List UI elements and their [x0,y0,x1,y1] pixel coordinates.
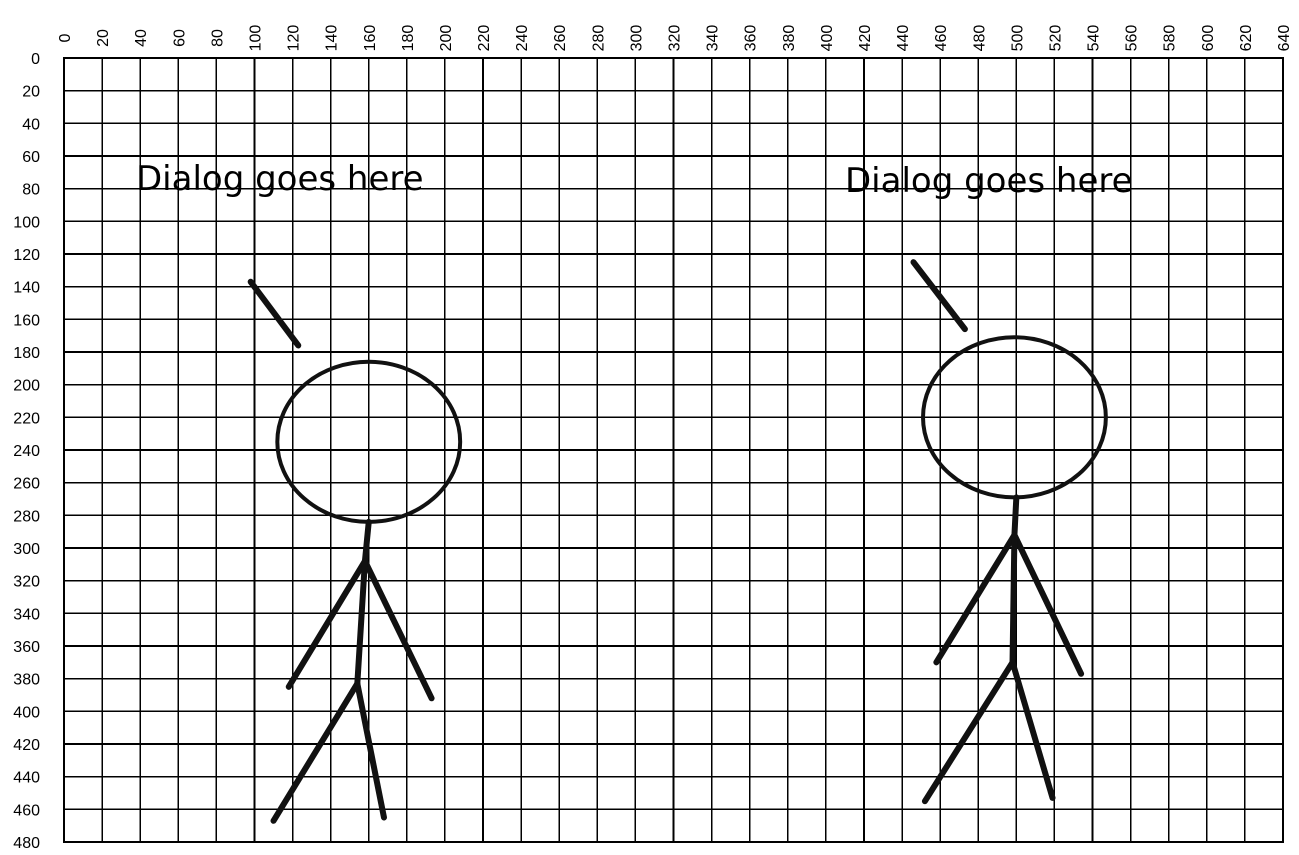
x-tick-label: 360 [743,25,760,52]
x-tick-label: 420 [857,25,874,52]
y-tick-label: 340 [13,606,40,623]
speech-pointer-line [910,259,968,333]
x-tick-label: 440 [895,25,912,52]
x-tick-label: 140 [324,25,341,52]
y-tick-label: 20 [22,84,40,101]
y-tick-label: 200 [13,378,40,395]
stick-figure-arm [933,531,1018,666]
x-tick-label: 160 [362,25,379,52]
speech-pointer-line [247,278,302,349]
y-tick-label: 100 [13,214,40,231]
y-axis-tick-labels: 0 20 40 60 80 100 120 140 160 180 200 220 240 260 280 3… [13,51,40,852]
x-tick-label: 280 [590,25,607,52]
stick-figure-body [1009,531,1018,666]
y-tick-label: 380 [13,672,40,689]
grid-lines [63,57,1284,843]
stick-figure-body [354,558,368,687]
x-tick-label: 180 [400,25,417,52]
y-tick-label: 240 [13,443,40,460]
x-tick-label: 120 [286,25,303,52]
stick-figure-right [910,259,1108,805]
x-tick-label: 480 [971,25,988,52]
dialog-text-right: Dialog goes here [845,161,1133,201]
stick-figure-leg [1009,659,1056,801]
x-axis-tick-labels: 0 20 40 60 80 100 120 140 160 180 200 220 240 260 280 3… [57,25,1293,52]
stick-figure-arm [1011,531,1085,677]
x-tick-label: 600 [1200,25,1217,52]
x-tick-label: 400 [819,25,836,52]
x-tick-label: 80 [209,29,226,47]
y-tick-label: 180 [13,345,40,362]
x-tick-label: 340 [705,25,722,52]
x-tick-label: 0 [57,33,74,42]
x-tick-label: 540 [1086,25,1103,52]
stick-figure-left [247,278,463,824]
stick-figure-neck [1011,494,1020,538]
y-tick-label: 360 [13,639,40,656]
y-tick-label: 460 [13,802,40,819]
x-tick-label: 500 [1009,25,1026,52]
y-tick-label: 320 [13,574,40,591]
y-tick-label: 60 [22,149,40,166]
x-tick-label: 60 [171,29,188,47]
x-tick-label: 560 [1124,25,1141,52]
x-tick-label: 460 [933,25,950,52]
x-tick-label: 380 [781,25,798,52]
stick-figure-leg [354,680,387,821]
y-tick-label: 0 [31,51,40,68]
y-tick-label: 260 [13,476,40,493]
grid-border [63,57,1284,843]
x-tick-label: 300 [628,25,645,52]
dialog-text-left: Dialog goes here [136,159,424,199]
y-tick-label: 40 [22,116,40,133]
y-tick-label: 280 [13,508,40,525]
x-tick-label: 220 [476,25,493,52]
y-tick-label: 440 [13,770,40,787]
stick-figure-neck [361,518,372,565]
x-tick-label: 580 [1162,25,1179,52]
x-tick-label: 20 [95,29,112,47]
stick-figure-arm [285,558,368,690]
y-tick-label: 220 [13,410,40,427]
stick-figure-arm [361,558,435,702]
y-tick-label: 300 [13,541,40,558]
x-tick-label: 240 [514,25,531,52]
stick-figure-leg [270,680,361,824]
y-tick-label: 120 [13,247,40,264]
y-tick-label: 420 [13,737,40,754]
x-tick-label: 260 [552,25,569,52]
y-tick-label: 80 [22,182,40,199]
x-tick-label: 40 [133,29,150,47]
x-tick-label: 520 [1047,25,1064,52]
x-tick-label: 620 [1238,25,1255,52]
y-tick-label: 400 [13,704,40,721]
y-tick-label: 140 [13,280,40,297]
y-tick-label: 160 [13,312,40,329]
stick-figure-leg [921,659,1016,805]
stick-figures [247,259,1108,824]
x-tick-label: 640 [1276,25,1293,52]
x-tick-label: 200 [438,25,455,52]
y-tick-label: 480 [13,835,40,852]
x-tick-label: 320 [667,25,684,52]
x-tick-label: 100 [247,25,264,52]
